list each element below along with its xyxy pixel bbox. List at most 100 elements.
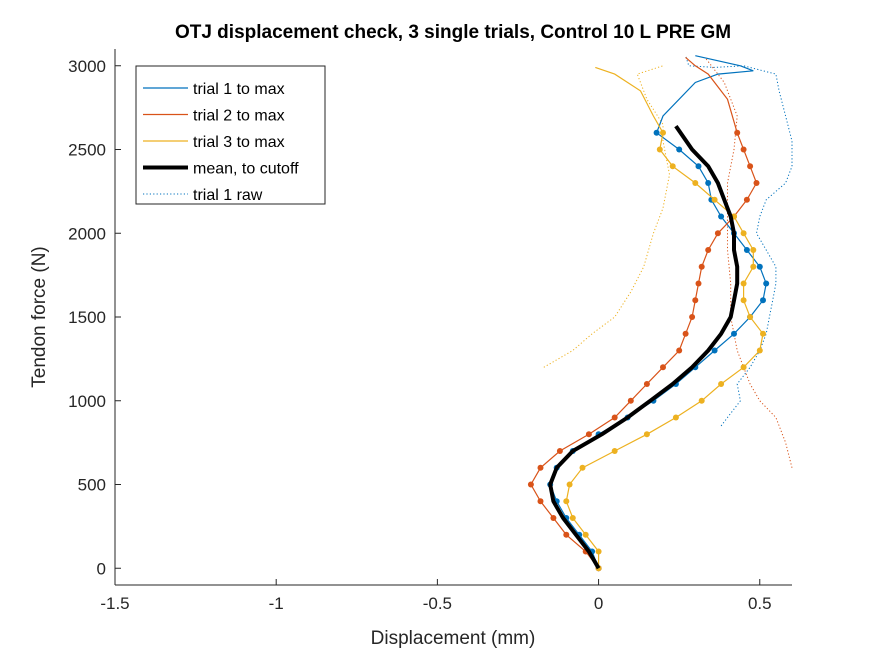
- data-point: [753, 180, 760, 186]
- legend-label: mean, to cutoff: [193, 161, 299, 178]
- legend-entry: trial 1 raw: [143, 187, 263, 204]
- y-tick-label: 3000: [68, 57, 106, 76]
- chart-title: OTJ displacement check, 3 single trials,…: [175, 22, 731, 43]
- data-point: [740, 280, 747, 287]
- data-point: [550, 515, 557, 521]
- data-point: [653, 129, 660, 136]
- data-point: [660, 129, 666, 136]
- data-point: [747, 314, 754, 320]
- y-tick-label: 2000: [68, 224, 106, 243]
- series-line: [704, 57, 793, 468]
- series-2: [563, 66, 766, 572]
- data-point: [750, 263, 757, 270]
- data-point: [656, 146, 663, 153]
- data-point: [689, 314, 696, 320]
- legend-entry: trial 3 to max: [143, 134, 285, 151]
- data-point: [718, 381, 725, 387]
- data-point: [537, 498, 544, 505]
- y-tick-label: 1500: [68, 308, 106, 327]
- y-tick-label: 1000: [68, 392, 106, 411]
- legend: trial 1 to max trial 2 to max trial 3 to m…: [135, 65, 326, 205]
- data-point: [698, 263, 705, 270]
- data-point: [527, 481, 534, 488]
- data-point: [585, 431, 592, 438]
- series-5: [704, 57, 793, 468]
- legend-entry: trial 1 to max: [143, 81, 285, 98]
- data-point: [537, 464, 544, 471]
- x-tick-label: -1.5: [100, 594, 129, 613]
- data-point: [556, 448, 563, 454]
- y-axis-label: Tendon force (N): [29, 246, 50, 388]
- series-1: [527, 56, 760, 572]
- data-point: [611, 448, 618, 454]
- data-point: [740, 364, 747, 371]
- x-tick-label: -0.5: [423, 594, 452, 613]
- data-point: [692, 180, 699, 186]
- legend-entries: trial 1 to max trial 2 to max trial 3 to m…: [143, 81, 299, 204]
- data-point: [698, 397, 705, 404]
- data-point: [714, 230, 721, 237]
- legend-label: trial 1 raw: [193, 187, 263, 204]
- data-point: [566, 481, 573, 488]
- series-line: [543, 65, 671, 368]
- data-point: [672, 414, 679, 421]
- series-3: [548, 124, 740, 570]
- x-tick-label: -1: [269, 594, 284, 613]
- data-point: [756, 263, 763, 270]
- data-point: [627, 397, 634, 404]
- legend-box: [135, 65, 326, 205]
- y-tick-label: 500: [78, 476, 106, 495]
- data-point: [705, 247, 712, 253]
- legend-entry: mean, to cutoff: [143, 161, 299, 178]
- data-point: [643, 381, 650, 387]
- data-point: [743, 247, 750, 253]
- data-point: [718, 213, 725, 220]
- data-point: [734, 129, 741, 136]
- x-axis-label: Displacement (mm): [371, 628, 536, 649]
- data-point: [747, 163, 754, 170]
- data-point: [669, 163, 676, 170]
- data-point: [760, 297, 766, 304]
- ticks-layer: -1.5 -1 -0.5 0 0.5 0 500 1000 1500 2000 2500 3000: [68, 57, 771, 613]
- series-layer: [527, 55, 793, 572]
- data-point: [705, 180, 712, 186]
- data-point: [695, 280, 702, 287]
- data-point: [569, 515, 576, 521]
- series-line: [548, 124, 740, 570]
- series-6: [543, 65, 671, 368]
- legend-entry: trial 2 to max: [143, 108, 285, 125]
- x-tick-label: 0.5: [748, 594, 772, 613]
- data-point: [695, 163, 702, 170]
- data-point: [763, 280, 770, 287]
- data-point: [731, 330, 737, 337]
- data-point: [750, 247, 757, 253]
- data-point: [740, 230, 747, 237]
- data-point: [692, 297, 699, 304]
- data-point: [582, 531, 589, 538]
- data-point: [611, 414, 618, 421]
- data-point: [682, 330, 689, 337]
- y-tick-label: 0: [97, 559, 106, 578]
- data-point: [595, 548, 602, 555]
- legend-label: trial 2 to max: [193, 108, 285, 125]
- data-point: [760, 330, 766, 337]
- legend-label: trial 3 to max: [193, 134, 285, 151]
- data-point: [676, 146, 683, 153]
- data-point: [660, 364, 666, 371]
- data-point: [643, 431, 650, 438]
- data-point: [743, 196, 750, 203]
- y-tick-label: 2500: [68, 141, 106, 160]
- data-point: [740, 146, 747, 153]
- data-point: [563, 498, 570, 505]
- x-tick-label: 0: [594, 594, 603, 613]
- data-point: [711, 347, 718, 354]
- data-point: [711, 196, 718, 203]
- data-point: [740, 297, 747, 304]
- data-point: [676, 347, 683, 354]
- data-point: [579, 464, 586, 471]
- legend-label: trial 1 to max: [193, 81, 285, 98]
- data-point: [756, 347, 763, 354]
- data-point: [563, 531, 570, 538]
